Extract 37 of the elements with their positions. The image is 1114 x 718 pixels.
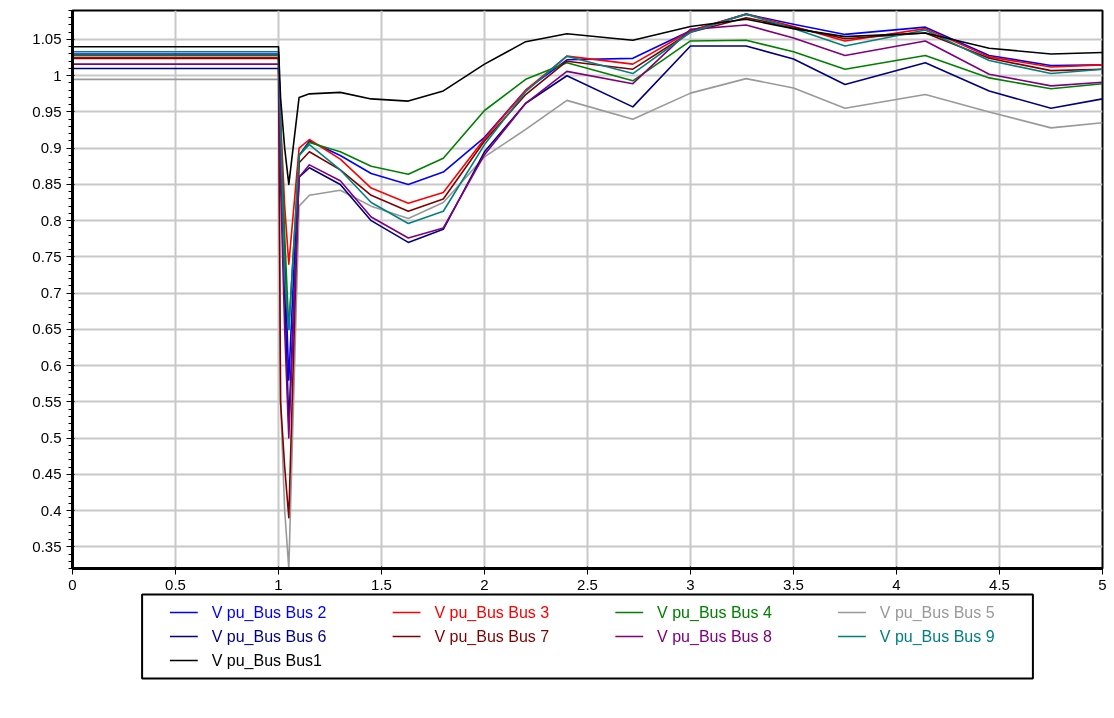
y-tick-label: 0.55 — [32, 392, 62, 410]
y-tick-label: 0.65 — [32, 320, 62, 338]
legend-label: V pu_Bus Bus 7 — [434, 628, 550, 646]
y-tick-label: 0.5 — [40, 429, 62, 447]
x-tick-label: 1.5 — [371, 575, 392, 593]
line-series — [72, 16, 1103, 519]
x-tick-label: 4 — [892, 575, 901, 593]
legend-label: V pu_Bus Bus 9 — [879, 628, 995, 646]
legend-label: V pu_Bus Bus 5 — [879, 604, 995, 622]
x-tick-label: 4.5 — [989, 575, 1010, 593]
x-tick-label: 0.5 — [165, 575, 186, 593]
y-tick-label: 0.9 — [40, 139, 62, 157]
legend-label: V pu_Bus Bus 2 — [211, 604, 327, 622]
legend-label: V pu_Bus Bus 4 — [657, 604, 772, 622]
y-tick-label: 1 — [53, 66, 62, 84]
x-tick-label: 1 — [274, 575, 283, 593]
y-tick-label: 0.75 — [32, 247, 62, 265]
x-tick-label: 3 — [686, 575, 695, 593]
x-tick-label: 3.5 — [783, 575, 804, 593]
y-tick-label: 0.8 — [40, 211, 62, 229]
y-tick-label: 0.35 — [32, 537, 62, 555]
y-tick-label: 0.95 — [32, 102, 62, 120]
y-tick-label: 1.05 — [32, 30, 62, 48]
line-series — [72, 13, 1103, 265]
x-tick-label: 0 — [68, 575, 77, 593]
y-tick-label: 0.85 — [32, 175, 62, 193]
y-tick-label: 0.7 — [40, 284, 62, 302]
x-tick-label: 2.5 — [577, 575, 598, 593]
y-tick-label: 0.4 — [40, 501, 62, 519]
legend-label: V pu_Bus Bus1 — [211, 652, 323, 670]
legend-label: V pu_Bus Bus 3 — [434, 604, 550, 622]
x-tick-label: 2 — [480, 575, 489, 593]
x-tick-label: 5 — [1098, 575, 1107, 593]
legend-label: V pu_Bus Bus 8 — [657, 628, 772, 646]
legend-label: V pu_Bus Bus 6 — [211, 628, 327, 646]
y-tick-label: 0.6 — [40, 356, 62, 374]
y-tick-label: 0.45 — [32, 465, 62, 483]
